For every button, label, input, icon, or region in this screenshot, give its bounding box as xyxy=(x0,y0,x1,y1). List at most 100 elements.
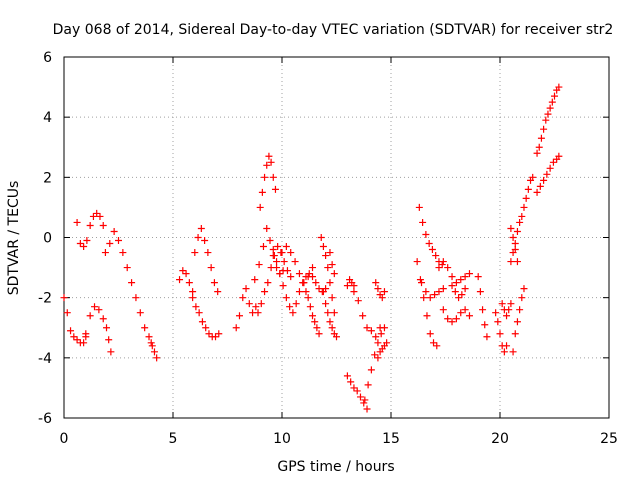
series-arc-28 xyxy=(435,258,473,287)
series-arc-01 xyxy=(60,294,90,347)
data-point xyxy=(513,227,521,235)
series-arc-24 xyxy=(374,339,391,362)
series-arc-18 xyxy=(326,249,338,278)
y-tick-label: 4 xyxy=(43,110,52,126)
data-point xyxy=(319,288,327,296)
data-point xyxy=(461,306,469,314)
series-arc-17 xyxy=(319,288,340,341)
data-point xyxy=(292,300,300,308)
x-tick-labels: 0 5 10 15 20 25 xyxy=(60,431,618,447)
data-point xyxy=(426,330,434,338)
data-point xyxy=(324,264,332,272)
data-point xyxy=(315,285,323,293)
data-point xyxy=(141,324,149,332)
data-point xyxy=(415,203,423,211)
data-point xyxy=(278,249,286,257)
series-arc-37 xyxy=(533,83,563,157)
data-point xyxy=(359,312,367,320)
data-point xyxy=(516,218,524,226)
data-point xyxy=(76,240,84,248)
data-point xyxy=(516,306,524,314)
data-point xyxy=(269,246,277,254)
data-point xyxy=(513,258,521,266)
data-point xyxy=(542,116,550,124)
series-arc-29 xyxy=(439,306,473,326)
data-point xyxy=(189,294,197,302)
series-arc-11 xyxy=(256,152,279,211)
series-arc-23 xyxy=(372,279,388,302)
data-point xyxy=(148,342,156,350)
data-point xyxy=(256,203,264,211)
data-point xyxy=(435,264,443,272)
data-point xyxy=(295,270,303,278)
x-tick-label: 25 xyxy=(600,431,618,447)
data-point xyxy=(461,273,469,281)
data-point xyxy=(422,230,430,238)
data-point xyxy=(413,258,421,266)
data-point xyxy=(101,249,109,257)
data-point xyxy=(73,336,81,344)
x-tick-label: 15 xyxy=(382,431,400,447)
data-point xyxy=(287,249,295,257)
data-point xyxy=(361,396,369,404)
data-point xyxy=(179,267,187,275)
data-point xyxy=(123,264,131,272)
x-tick-label: 5 xyxy=(169,431,178,447)
data-point xyxy=(67,327,75,335)
data-point xyxy=(461,285,469,293)
data-point xyxy=(518,212,526,220)
data-point xyxy=(479,306,487,314)
series-arc-32 xyxy=(492,309,511,356)
data-point xyxy=(254,309,262,317)
data-point xyxy=(535,143,543,151)
data-point xyxy=(304,273,312,281)
data-point xyxy=(83,237,91,245)
data-point xyxy=(194,234,202,241)
data-point xyxy=(239,294,247,302)
data-point xyxy=(330,270,338,278)
data-point xyxy=(350,288,358,296)
data-point xyxy=(280,258,288,266)
series-arc-13 xyxy=(269,246,330,317)
data-point xyxy=(264,279,272,287)
data-point xyxy=(295,288,303,296)
series-arc-16 xyxy=(317,234,338,317)
data-point xyxy=(105,336,113,344)
data-point xyxy=(271,185,279,193)
data-point xyxy=(435,288,443,296)
data-point xyxy=(444,264,452,272)
data-point xyxy=(319,243,327,251)
data-point xyxy=(324,309,332,317)
data-point xyxy=(261,173,269,181)
series-arc-07 xyxy=(189,294,223,341)
data-point xyxy=(312,279,320,287)
data-point xyxy=(507,258,515,266)
data-point xyxy=(452,279,460,287)
data-point xyxy=(192,303,200,311)
data-point xyxy=(371,351,379,359)
series-arc-04 xyxy=(101,227,155,347)
data-point xyxy=(95,306,103,314)
series-arc-12 xyxy=(254,243,295,317)
data-point xyxy=(304,294,312,302)
data-point xyxy=(533,188,541,196)
data-point xyxy=(496,330,504,338)
data-point xyxy=(555,83,563,91)
data-point xyxy=(273,258,281,266)
data-point xyxy=(313,324,321,332)
data-point xyxy=(520,203,528,211)
x-axis-label: GPS time / hours xyxy=(277,459,394,475)
data-point xyxy=(522,194,530,202)
series-arc-15 xyxy=(300,279,323,338)
y-tick-label: 6 xyxy=(43,50,52,66)
data-point xyxy=(540,125,548,133)
data-point xyxy=(315,330,323,338)
data-point xyxy=(428,246,436,254)
series-arc-27 xyxy=(418,279,447,302)
data-point xyxy=(350,282,358,290)
data-point xyxy=(309,312,317,320)
data-point xyxy=(317,234,325,241)
data-point xyxy=(476,288,484,296)
data-point xyxy=(182,270,190,278)
data-point xyxy=(270,252,278,260)
